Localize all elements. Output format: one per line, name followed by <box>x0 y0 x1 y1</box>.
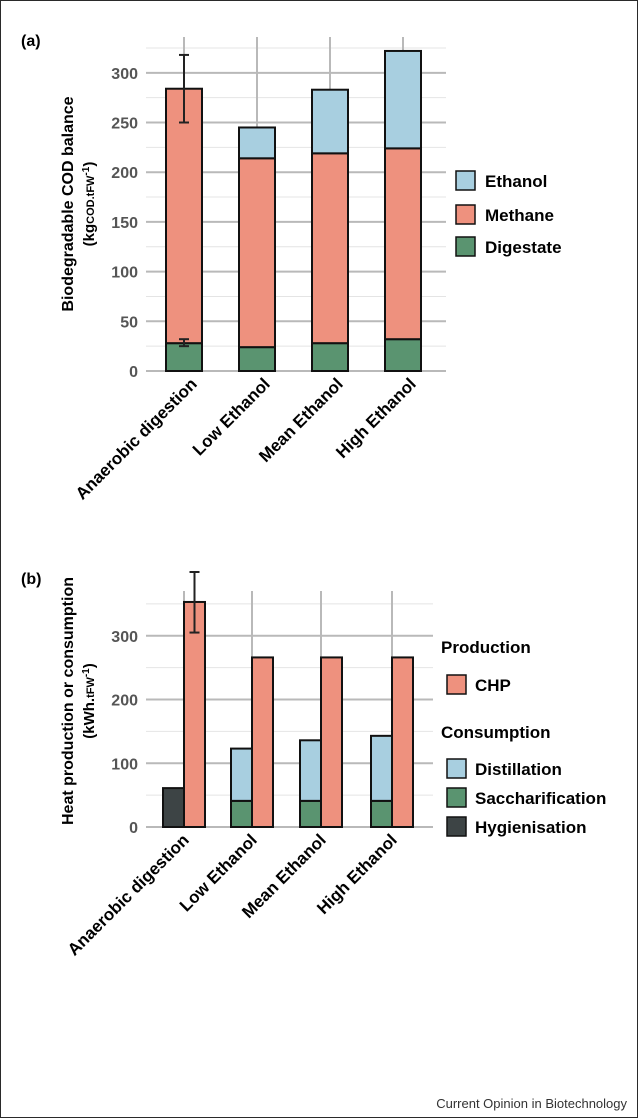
bar-a-ethanol-low-ethanol <box>238 126 276 160</box>
panel-a-ylabel-units: (kgCOD.tFW-1) <box>81 162 98 247</box>
panel-b-ylabel: Heat production or consumption <box>60 577 77 825</box>
legend-b-title-production: Production <box>441 638 531 657</box>
panel-a-ytick-250: 250 <box>111 116 138 133</box>
bar-b-saccharification-high-ethanol <box>370 799 393 828</box>
legend-b-swatch-hygienisation <box>446 816 467 837</box>
legend-a-label-digestate: Digestate <box>485 238 562 257</box>
panel-a-ytick-300: 300 <box>111 66 138 83</box>
panel-a-xtick-anaerobic-digestion: Anaerobic digestion <box>72 374 201 503</box>
panel-b-ytick-300: 300 <box>111 629 138 646</box>
bar-a-methane-high-ethanol <box>384 147 422 341</box>
panel-a-ytick-100: 100 <box>111 265 138 282</box>
bar-b-chp-anaerobic-digestion <box>183 600 206 829</box>
panel-b-ytick-200: 200 <box>111 693 138 710</box>
bar-b-distillation-low-ethanol <box>230 747 253 802</box>
panel-a-ytick-200: 200 <box>111 165 138 182</box>
bar-b-chp-mean-ethanol <box>320 656 343 828</box>
bar-a-digestate-anaerobic-digestion <box>165 342 203 373</box>
bar-a-methane-low-ethanol <box>238 157 276 349</box>
legend-a-label-ethanol: Ethanol <box>485 172 547 191</box>
bar-a-ethanol-high-ethanol <box>384 49 422 150</box>
bar-b-distillation-mean-ethanol <box>299 739 322 802</box>
panel-b-xtick-anaerobic-digestion: Anaerobic digestion <box>64 830 193 959</box>
bar-b-saccharification-mean-ethanol <box>299 799 322 828</box>
bar-b-chp-high-ethanol <box>391 656 414 828</box>
legend-b-swatch-chp <box>446 674 467 695</box>
bar-b-saccharification-low-ethanol <box>230 799 253 828</box>
panel-b-ytick-100: 100 <box>111 756 138 773</box>
legend-b-label-saccharification: Saccharification <box>475 789 606 808</box>
panel-a-ytick-150: 150 <box>111 215 138 232</box>
bar-b-hygienisation-anaerobic-digestion <box>162 787 185 828</box>
panel-b-ylabel-units: (kWh.tFW-1) <box>81 663 98 739</box>
legend-a-swatch-digestate <box>455 236 476 257</box>
bar-a-digestate-high-ethanol <box>384 338 422 372</box>
bar-a-digestate-low-ethanol <box>238 346 276 372</box>
panel-a-ytick-0: 0 <box>129 364 138 381</box>
legend-b-title-consumption: Consumption <box>441 723 551 742</box>
bar-a-digestate-mean-ethanol <box>311 342 349 373</box>
bar-a-methane-mean-ethanol <box>311 152 349 345</box>
panel-a-ytick-50: 50 <box>120 314 138 331</box>
panel-b-ytick-0: 0 <box>129 820 138 837</box>
legend-b-label-hygienisation: Hygienisation <box>475 818 586 837</box>
bar-b-distillation-high-ethanol <box>370 734 393 802</box>
panel-b-label: (b) <box>21 571 41 588</box>
legend-b-swatch-saccharification <box>446 787 467 808</box>
bar-a-methane-anaerobic-digestion <box>165 87 203 345</box>
legend-a-swatch-methane <box>455 204 476 225</box>
panel-a-ylabel: Biodegradable COD balance <box>60 96 77 311</box>
bar-a-ethanol-mean-ethanol <box>311 88 349 155</box>
legend-a-swatch-ethanol <box>455 170 476 191</box>
legend-b-label-chp: CHP <box>475 676 511 695</box>
legend-b-label-distillation: Distillation <box>475 760 562 779</box>
bar-b-chp-low-ethanol <box>251 656 274 828</box>
legend-b-swatch-distillation <box>446 758 467 779</box>
legend-a-label-methane: Methane <box>485 206 554 225</box>
panel-a-label: (a) <box>21 33 41 50</box>
source-credit: Current Opinion in Biotechnology <box>436 1096 627 1111</box>
